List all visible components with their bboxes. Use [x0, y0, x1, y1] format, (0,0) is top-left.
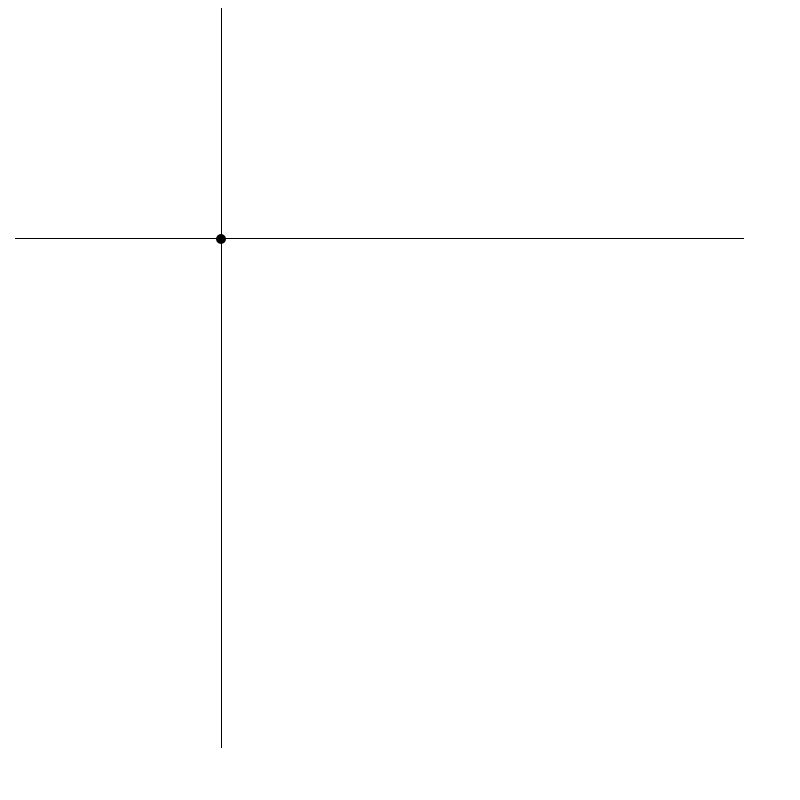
- crosshair-vertical: [221, 8, 222, 748]
- crosshair-horizontal: [15, 238, 744, 239]
- crosshair-dot: [216, 234, 226, 244]
- chart-container: [0, 0, 800, 800]
- chart-frame: [0, 0, 300, 150]
- heatmap-canvas: [0, 0, 300, 150]
